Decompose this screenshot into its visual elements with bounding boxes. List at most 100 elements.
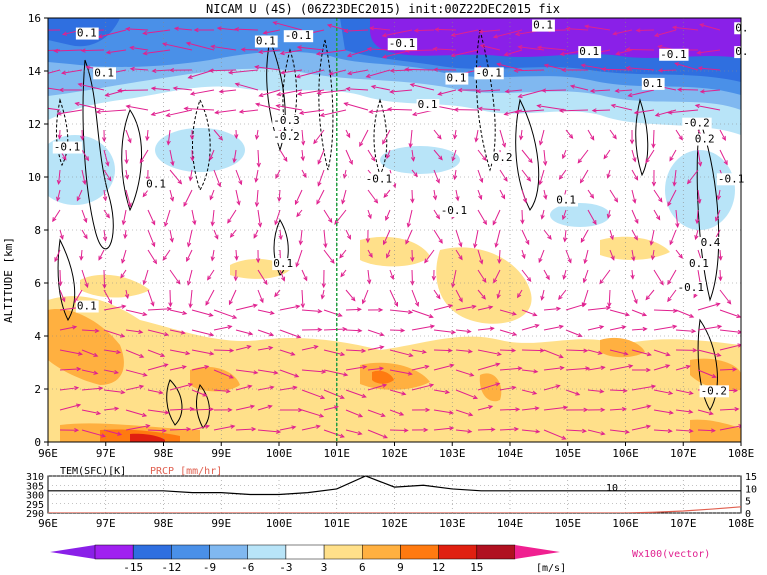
colorbar-swatch (247, 544, 287, 560)
ts-x-tick-label: 103E (439, 517, 466, 530)
ts-x-tick-label: 97E (96, 517, 116, 530)
ts-x-tick-label: 106E (612, 517, 639, 530)
ts-x-tick-label: 108E (728, 517, 755, 530)
wind-vectors (48, 21, 741, 440)
colorbar-high-arrow (515, 545, 560, 559)
colorbar-tick: 12 (432, 561, 445, 574)
contour-label: 0.1 (689, 257, 709, 270)
ts-x-tick-label: 99E (211, 517, 231, 530)
colorbar-tick: 9 (397, 561, 404, 574)
y-tick-label: 12 (28, 118, 41, 131)
contour-label: 0.1 (146, 178, 166, 191)
y-tick-label: 14 (28, 65, 42, 78)
contour-label: 0.1 (77, 27, 97, 40)
colorbar: -15 -12 -9 -6 -3 3 6 9 12 15 (50, 544, 560, 574)
contour-label: -0.1 (54, 141, 81, 154)
x-tick-label: 100E (266, 447, 293, 460)
x-tick-label: 108E (728, 447, 755, 460)
colorbar-tick: -12 (161, 561, 181, 574)
x-tick-label: 103E (439, 447, 466, 460)
x-axis-ticks: 96E 97E 98E 99E 100E 101E 102E 103E 104E 105E 106E… (38, 442, 754, 460)
x-tick-label: 97E (96, 447, 116, 460)
contour-label: -0.2 (683, 117, 710, 130)
ts-right-tick: 5 (745, 497, 751, 508)
contour-label: -0.1 (718, 172, 745, 185)
y-tick-label: 0 (34, 436, 41, 449)
colorbar-swatch (209, 544, 248, 560)
colorbar-tick: 3 (321, 561, 328, 574)
y-axis-ticks: 0 2 4 6 8 10 12 14 16 (28, 12, 48, 449)
colorbar-swatch (285, 544, 325, 560)
contour-label: -0.2 (701, 384, 728, 397)
ts-annotation: 10 (606, 483, 618, 494)
colorbar-tick: -3 (279, 561, 292, 574)
colorbar-tick: 15 (470, 561, 483, 574)
contour-label: 0.1 (418, 98, 438, 111)
ts-right-tick: 0 (745, 509, 751, 520)
chart-title: NICAM U (4S) (06Z23DEC2015) init:00Z22DE… (206, 2, 560, 16)
ts-x-ticks: 96E 97E 98E 99E 100E 101E 102E 103E 104E 105E 106E… (38, 517, 754, 530)
colorbar-swatch (323, 544, 363, 560)
colorbar-swatch (400, 544, 439, 560)
ts-x-tick-label: 104E (497, 517, 524, 530)
colorbar-swatch (438, 544, 478, 560)
colorbar-swatch (132, 544, 172, 560)
ts-right-tick: 10 (745, 484, 757, 495)
colorbar-tick: 6 (359, 561, 366, 574)
contour-labels: 0.1 0.1 -0.1 -0.1 0.1 0.1 -0.1 0. 0. 0.1 -0.1 0.1 0.… (52, 19, 751, 398)
colorbar-swatch (94, 544, 134, 560)
ts-x-tick-label: 100E (266, 517, 293, 530)
contour-label: -0.1 (660, 48, 687, 61)
colorbar-swatch (171, 544, 210, 560)
ts-left-tick: 290 (26, 509, 44, 520)
contour-label: -0.1 (285, 29, 312, 42)
colorbar-swatch (476, 544, 516, 560)
x-tick-label: 106E (612, 447, 639, 460)
tem-sfc-line (48, 476, 741, 496)
contour-label: 0.2 (493, 151, 513, 164)
contour-label: -0.3 (273, 114, 300, 127)
contour-label: -0.2 (273, 130, 300, 143)
ts-x-tick-label: 102E (381, 517, 408, 530)
prcp-legend: PRCP [mm/hr] (150, 466, 222, 477)
ts-left-tick: 295 (26, 500, 44, 511)
contour-label: -0.1 (475, 66, 502, 79)
contour-label: 0.1 (643, 77, 663, 90)
ts-x-tick-label: 98E (154, 517, 174, 530)
ts-left-tick: 305 (26, 481, 44, 492)
x-tick-label: 98E (154, 447, 174, 460)
colorbar-swatch (362, 544, 401, 560)
x-tick-label: 102E (381, 447, 408, 460)
colorbar-tick: -6 (241, 561, 254, 574)
surface-timeseries: TEM(SFC)[K] PRCP [mm/hr] 10 310305300295… (26, 466, 757, 530)
colorbar-tick: -9 (203, 561, 216, 574)
x-tick-label: 101E (324, 447, 351, 460)
colorbar-low-arrow (50, 545, 95, 559)
x-tick-label: 107E (670, 447, 697, 460)
y-tick-label: 6 (34, 277, 41, 290)
x-tick-label: 105E (555, 447, 582, 460)
x-tick-label: 104E (497, 447, 524, 460)
ts-right-tick: 15 (745, 472, 757, 483)
x-tick-label: 96E (38, 447, 58, 460)
colorbar-tick: -15 (123, 561, 143, 574)
colorbar-unit: [m/s] (536, 563, 566, 574)
y-tick-label: 16 (28, 12, 41, 25)
contour-label: 0. (735, 21, 748, 34)
vector-note: Wx100(vector) (632, 549, 710, 560)
x-tick-label: 99E (211, 447, 231, 460)
ts-x-tick-label: 105E (555, 517, 582, 530)
ts-left-tick: 310 (26, 472, 44, 483)
ts-x-tick-label: 101E (324, 517, 351, 530)
contour-label: 0.1 (533, 19, 553, 32)
y-axis-label: ALTITUDE [km] (2, 237, 15, 323)
ts-x-tick-label: 107E (670, 517, 697, 530)
y-tick-label: 8 (34, 224, 41, 237)
contour-label: -0.1 (677, 281, 704, 294)
contour-label: 0.1 (94, 66, 114, 79)
y-tick-label: 10 (28, 171, 41, 184)
contour-label: 0.1 (556, 194, 576, 207)
